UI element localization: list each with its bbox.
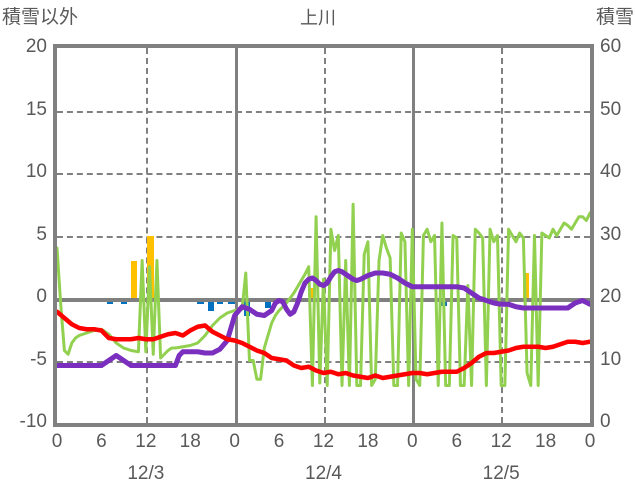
green-line	[57, 202, 590, 387]
x-tick: 6	[96, 431, 107, 452]
orange-bars-item	[130, 260, 137, 298]
y-tick-right: 20	[600, 286, 622, 307]
y-tick-left: 0	[36, 286, 47, 307]
x-tick: 12	[312, 431, 335, 452]
line-series-layer	[57, 202, 590, 387]
page-title: 上川	[300, 8, 336, 28]
plot-inner	[57, 48, 590, 423]
y-tick-left: 15	[25, 98, 47, 120]
y-tick-right: 60	[600, 36, 622, 57]
x-day-label: 12/5	[482, 463, 520, 484]
y-tick-left: -10	[19, 411, 47, 432]
x-tick: 0	[51, 431, 63, 452]
left-axis-title: 積雪以外	[2, 7, 79, 28]
blue-bars-item	[264, 298, 271, 308]
blue-bars-item	[207, 298, 215, 311]
x-day-label: 12/4	[305, 463, 342, 484]
y-tick-left: 20	[25, 36, 47, 57]
x-tick: 18	[357, 431, 379, 452]
red-line	[57, 309, 590, 381]
y-tick-right: 0	[600, 411, 611, 432]
orange-bars-item	[308, 288, 315, 298]
gridline-day-boundary	[234, 48, 238, 423]
x-tick: 0	[407, 431, 418, 452]
x-tick: 18	[179, 431, 201, 452]
gridline-noon	[145, 48, 148, 423]
y-tick-right: 50	[600, 98, 622, 120]
y-tick-left: 5	[36, 223, 47, 245]
y-tick-right: 40	[600, 161, 622, 182]
x-tick: 6	[273, 431, 285, 452]
orange-bars-item	[523, 273, 530, 298]
gridline-noon	[323, 48, 326, 423]
y-tick-left: -5	[30, 348, 47, 370]
plot-area	[53, 44, 594, 427]
x-tick: 0	[584, 431, 596, 452]
y-tick-right: 30	[600, 223, 622, 245]
gridline-noon	[501, 48, 504, 423]
x-tick: 12	[135, 431, 157, 452]
x-tick: 6	[451, 431, 463, 452]
right-axis-title: 積雪	[595, 7, 634, 28]
x-tick: 18	[535, 431, 557, 452]
x-tick: 0	[229, 431, 240, 452]
x-tick: 12	[490, 431, 512, 452]
purple-line	[57, 268, 590, 368]
y-tick-left: 10	[25, 161, 47, 182]
x-day-label: 12/3	[127, 463, 165, 484]
y-tick-right: 10	[600, 348, 622, 370]
